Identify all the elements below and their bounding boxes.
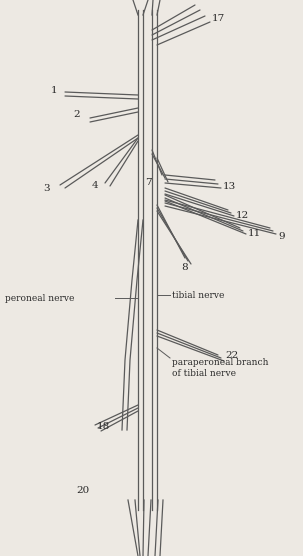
Text: 7: 7 bbox=[145, 177, 152, 186]
Text: 2: 2 bbox=[73, 110, 80, 118]
Text: 4: 4 bbox=[92, 181, 98, 190]
Text: 17: 17 bbox=[212, 13, 225, 22]
Text: peroneal nerve: peroneal nerve bbox=[5, 294, 74, 302]
Text: tibial nerve: tibial nerve bbox=[172, 290, 225, 300]
Text: 8: 8 bbox=[181, 262, 188, 271]
Text: 9: 9 bbox=[278, 231, 285, 241]
Text: 13: 13 bbox=[223, 181, 236, 191]
Text: 11: 11 bbox=[248, 229, 261, 237]
Text: 1: 1 bbox=[50, 86, 57, 95]
Text: 3: 3 bbox=[43, 183, 50, 192]
Text: 18: 18 bbox=[97, 421, 110, 430]
Text: 12: 12 bbox=[236, 211, 249, 220]
Text: 20: 20 bbox=[76, 485, 89, 494]
Text: 22: 22 bbox=[225, 350, 238, 360]
Text: paraperoneal branch
of tibial nerve: paraperoneal branch of tibial nerve bbox=[172, 358, 268, 378]
